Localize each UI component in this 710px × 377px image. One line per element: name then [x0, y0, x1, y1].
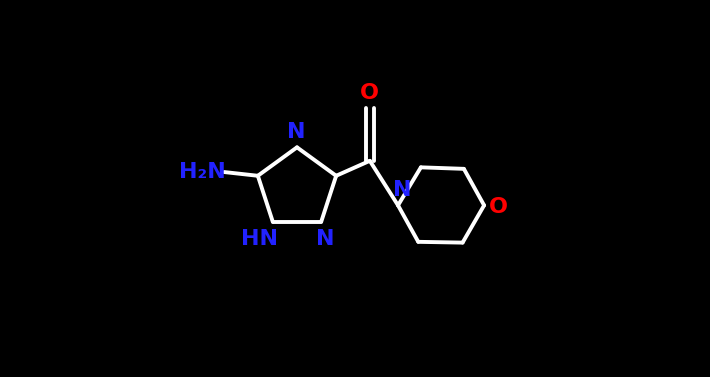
Text: O: O: [361, 83, 379, 103]
Text: HN: HN: [241, 228, 278, 249]
Text: N: N: [393, 179, 411, 200]
Text: O: O: [488, 197, 508, 217]
Text: N: N: [316, 228, 334, 249]
Text: H₂N: H₂N: [180, 162, 226, 182]
Text: N: N: [287, 122, 305, 142]
